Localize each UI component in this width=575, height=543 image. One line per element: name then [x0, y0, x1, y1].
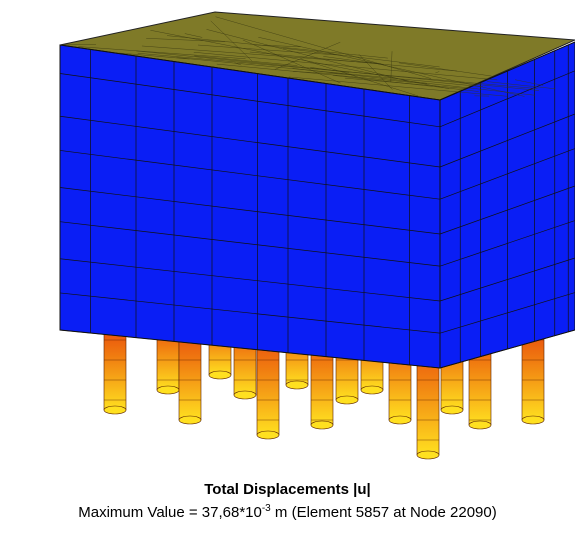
pile-end — [257, 431, 279, 439]
front-face — [60, 45, 440, 368]
pile-end — [522, 416, 544, 424]
pile-end — [441, 406, 463, 414]
pile-end — [286, 381, 308, 389]
pile-end — [157, 386, 179, 394]
pile-end — [469, 421, 491, 429]
model-view — [0, 0, 575, 470]
pile-end — [209, 371, 231, 379]
max-exponent: -3 — [262, 503, 271, 514]
pile-end — [234, 391, 256, 399]
pile-end — [104, 406, 126, 414]
pile-end — [417, 451, 439, 459]
pile-end — [179, 416, 201, 424]
page: Total Displacements |u| Maximum Value = … — [0, 0, 575, 543]
pile-end — [361, 386, 383, 394]
max-prefix: Maximum Value = 37,68*10 — [78, 504, 262, 521]
pile-end — [336, 396, 358, 404]
pile-end — [311, 421, 333, 429]
max-suffix: m (Element 5857 at Node 22090) — [271, 504, 497, 521]
caption-title: Total Displacements |u| — [0, 481, 575, 498]
pile-end — [389, 416, 411, 424]
caption-max: Maximum Value = 37,68*10-3 m (Element 58… — [0, 503, 575, 521]
